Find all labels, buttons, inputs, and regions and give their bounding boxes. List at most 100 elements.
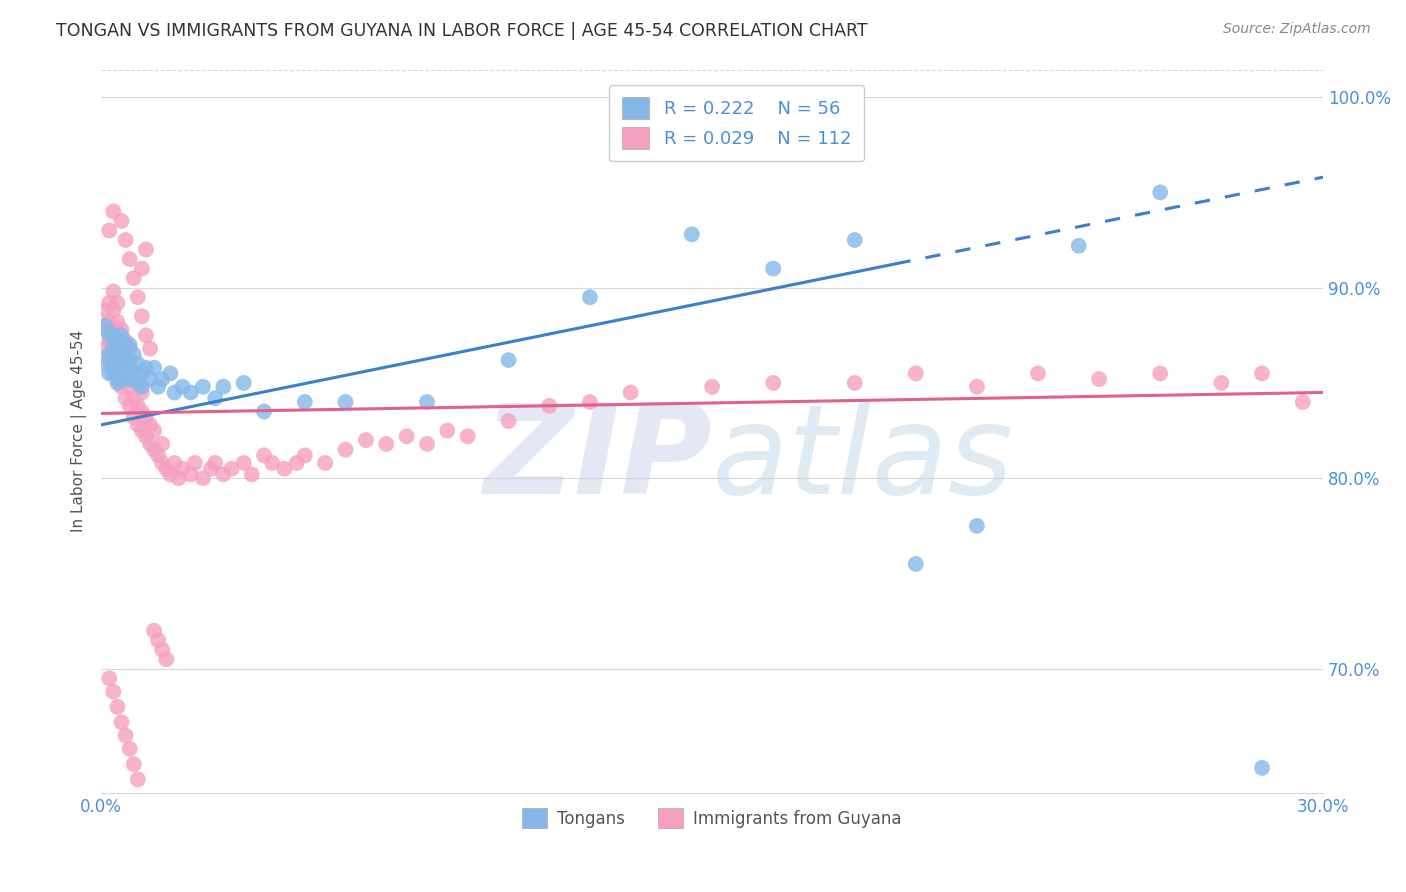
Point [262, 456, 284, 470]
Point [150, 642, 173, 657]
Point [131, 261, 153, 276]
Point [114, 391, 136, 405]
Point [354, 433, 377, 447]
Point [94, 318, 117, 333]
Point [131, 385, 153, 400]
Point [146, 633, 169, 648]
Point [135, 410, 157, 425]
Point [103, 342, 125, 356]
Point [221, 461, 243, 475]
Point [118, 380, 141, 394]
Point [375, 437, 398, 451]
Point [110, 342, 132, 356]
Point [114, 338, 136, 352]
Point [143, 360, 166, 375]
Point [114, 372, 136, 386]
Point [131, 424, 153, 438]
Y-axis label: In Labor Force | Age 45-54: In Labor Force | Age 45-54 [72, 329, 87, 532]
Point [110, 357, 132, 371]
Point [107, 376, 129, 390]
Point [966, 519, 988, 533]
Point [103, 303, 125, 318]
Point [1211, 376, 1233, 390]
Point [146, 448, 169, 462]
Point [118, 399, 141, 413]
Point [1067, 238, 1090, 252]
Point [118, 360, 141, 375]
Point [416, 395, 439, 409]
Point [314, 456, 336, 470]
Point [143, 424, 166, 438]
Point [103, 367, 125, 381]
Point [98, 328, 121, 343]
Point [143, 442, 166, 457]
Point [98, 347, 121, 361]
Point [180, 467, 202, 482]
Point [204, 391, 226, 405]
Point [103, 353, 125, 368]
Point [127, 772, 149, 787]
Point [1251, 761, 1274, 775]
Point [122, 757, 145, 772]
Point [191, 380, 214, 394]
Legend: Tongans, Immigrants from Guyana: Tongans, Immigrants from Guyana [516, 801, 908, 835]
Point [94, 342, 117, 356]
Text: Source: ZipAtlas.com: Source: ZipAtlas.com [1223, 22, 1371, 37]
Point [135, 360, 157, 375]
Point [1251, 367, 1274, 381]
Point [844, 376, 866, 390]
Point [620, 385, 643, 400]
Point [107, 372, 129, 386]
Point [98, 223, 121, 237]
Point [98, 296, 121, 310]
Point [395, 429, 418, 443]
Point [1026, 367, 1049, 381]
Point [114, 367, 136, 381]
Point [135, 243, 157, 257]
Point [114, 334, 136, 348]
Point [127, 417, 149, 432]
Point [253, 404, 276, 418]
Point [110, 322, 132, 336]
Point [107, 347, 129, 361]
Point [232, 376, 254, 390]
Point [98, 315, 121, 329]
Point [172, 461, 194, 475]
Point [118, 252, 141, 266]
Point [122, 271, 145, 285]
Point [107, 353, 129, 368]
Point [110, 214, 132, 228]
Point [212, 467, 235, 482]
Point [285, 456, 308, 470]
Point [191, 471, 214, 485]
Point [579, 395, 602, 409]
Point [103, 684, 125, 698]
Point [94, 303, 117, 318]
Point [150, 372, 173, 386]
Point [127, 290, 149, 304]
Point [416, 437, 439, 451]
Point [180, 385, 202, 400]
Point [135, 429, 157, 443]
Point [146, 380, 169, 394]
Point [122, 372, 145, 386]
Point [103, 322, 125, 336]
Point [131, 404, 153, 418]
Point [1088, 372, 1111, 386]
Point [114, 729, 136, 743]
Point [122, 410, 145, 425]
Point [103, 204, 125, 219]
Point [212, 380, 235, 394]
Point [118, 338, 141, 352]
Point [143, 624, 166, 638]
Point [904, 557, 927, 571]
Point [131, 380, 153, 394]
Point [110, 372, 132, 386]
Point [240, 467, 263, 482]
Point [155, 461, 177, 475]
Point [139, 342, 162, 356]
Point [122, 347, 145, 361]
Point [139, 417, 162, 432]
Point [966, 380, 988, 394]
Point [163, 456, 186, 470]
